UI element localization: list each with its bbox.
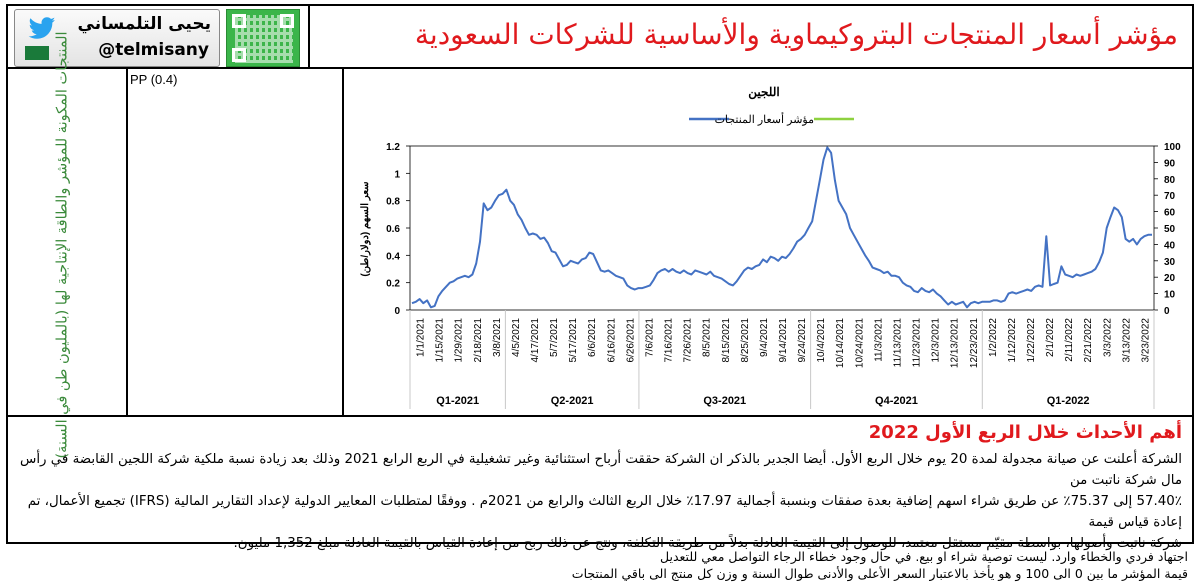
y2-tick-label: 0 (1164, 306, 1170, 317)
y-tick-label: 0.8 (386, 197, 400, 208)
y2-tick-label: 20 (1164, 273, 1176, 284)
quarter-label: Q3-2021 (703, 395, 746, 407)
events-line: 57.40٪ إلى 75.37٪ عن طريق شراء اسهم إضاف… (27, 494, 1182, 530)
header-divider (6, 67, 1194, 69)
x-tick-label: 11/23/2021 (912, 318, 923, 368)
x-tick-label: 2/21/2022 (1083, 318, 1094, 363)
x-tick-label: 9/4/2021 (759, 318, 770, 357)
x-tick-label: 9/14/2021 (778, 318, 789, 363)
quarter-label: Q2-2021 (551, 395, 594, 407)
quarter-label: Q4-2021 (875, 395, 918, 407)
x-tick-label: 1/2/2022 (988, 318, 999, 357)
y2-tick-label: 70 (1164, 191, 1176, 202)
events-title: أهم الأحداث خلال الربع الأول 2022 (868, 422, 1182, 443)
qr-corner (280, 14, 294, 28)
x-tick-label: 10/24/2021 (854, 318, 865, 368)
y-tick-label: 0.4 (386, 251, 400, 262)
x-tick-label: 9/24/2021 (797, 318, 808, 363)
flag-icon (25, 46, 49, 60)
x-tick-label: 7/26/2021 (683, 318, 694, 363)
legend-label-blue: مؤشر أسعار المنتجات (715, 112, 815, 126)
quarter-labels: Q1-2021 Q2-2021 Q3-2021 Q4-2021 Q1-2022 (409, 310, 1155, 409)
x-tick-label: 3/8/2021 (492, 318, 503, 357)
x-tick-label: 8/25/2021 (740, 318, 751, 363)
qr-corner (232, 14, 246, 28)
x-tick-label: 8/5/2021 (702, 318, 713, 357)
y2-tick-label: 10 (1164, 290, 1176, 301)
y-axis-ticks: 0 0.2 0.4 0.6 0.8 1 1.2 (386, 142, 410, 317)
y-tick-label: 0.6 (386, 224, 400, 235)
x-tick-label: 3/13/2022 (1121, 318, 1132, 363)
y-tick-label: 1.2 (386, 142, 400, 153)
column-divider-right (342, 67, 344, 417)
x-tick-label: 6/6/2021 (587, 318, 598, 357)
y2-tick-label: 50 (1164, 224, 1176, 235)
y2-tick-label: 40 (1164, 240, 1176, 251)
chart-title: اللجين (748, 85, 779, 100)
price-index-chart: اللجين مؤشر أسعار المنتجات سعر السهم (دو… (360, 85, 1181, 409)
x-tick-label: 12/3/2021 (931, 318, 942, 363)
y-tick-label: 0.2 (386, 279, 400, 290)
x-tick-label: 5/17/2021 (568, 318, 579, 363)
y2-tick-label: 100 (1164, 142, 1181, 153)
x-tick-label: 1/15/2021 (435, 318, 446, 363)
disclaimer: اجتهاد فردي والخطاء وارد. ليست توصية شرا… (660, 549, 1188, 564)
x-tick-label: 7/6/2021 (644, 318, 655, 357)
x-tick-label: 1/22/2022 (1026, 318, 1037, 363)
events-line: شركة ناتبت وأصولها، بواسطة مقيّم مستقل م… (233, 536, 1182, 551)
x-tick-label: 6/16/2021 (606, 318, 617, 363)
events-line: الشركة أعلنت عن صيانة مجدولة لمدة 20 يوم… (19, 452, 1182, 488)
x-tick-label: 10/14/2021 (835, 318, 846, 368)
product-list: PP (0.4) (130, 72, 178, 87)
x-tick-label: 5/7/2021 (549, 318, 560, 357)
x-tick-label: 7/16/2021 (664, 318, 675, 363)
qr-corner (232, 48, 246, 62)
y2-axis-ticks: 0 10 20 30 40 50 60 70 80 90 100 (1154, 142, 1181, 317)
x-tick-label: 10/4/2021 (816, 318, 827, 363)
quarter-label: Q1-2021 (436, 395, 479, 407)
y-tick-label: 1 (394, 169, 400, 180)
column-divider-left (126, 67, 128, 417)
y2-tick-label: 60 (1164, 208, 1176, 219)
author-logo: يحيى التلمساني @telmisany (14, 9, 220, 67)
x-tick-label: 4/17/2021 (530, 318, 541, 363)
legend: مؤشر أسعار المنتجات (689, 112, 854, 126)
x-tick-label: 1/1/2021 (416, 318, 427, 357)
y2-tick-label: 30 (1164, 257, 1176, 268)
x-tick-label: 3/23/2022 (1140, 318, 1151, 363)
qr-code-icon (226, 9, 300, 67)
quarter-label: Q1-2022 (1047, 395, 1090, 407)
author-handle: @telmisany (98, 40, 209, 60)
chart-divider (6, 415, 1194, 417)
page-frame (6, 4, 1194, 544)
events-body: الشركة أعلنت عن صيانة مجدولة لمدة 20 يوم… (18, 449, 1182, 554)
x-tick-label: 12/23/2021 (969, 318, 980, 368)
x-tick-label: 6/26/2021 (625, 318, 636, 363)
x-tick-label: 8/15/2021 (721, 318, 732, 363)
y2-tick-label: 90 (1164, 158, 1176, 169)
side-label-text: المنتجات المكونة للمؤشر والطاقة الإنتاجي… (55, 31, 72, 459)
x-tick-label: 1/29/2021 (454, 318, 465, 363)
header-column-divider (308, 4, 310, 68)
x-tick-label: 2/18/2021 (473, 318, 484, 363)
x-axis-ticks: 1/1/2021 1/15/2021 1/29/2021 2/18/2021 3/8/2… (416, 318, 1152, 368)
y-tick-label: 0 (394, 306, 400, 317)
x-tick-label: 2/11/2022 (1064, 318, 1075, 362)
x-tick-label: 4/5/2021 (511, 318, 522, 357)
y2-tick-label: 80 (1164, 175, 1176, 186)
x-tick-label: 12/13/2021 (950, 318, 961, 368)
side-label: المنتجات المكونة للمؤشر والطاقة الإنتاجي… (18, 31, 108, 458)
author-name: يحيى التلمساني (77, 14, 211, 34)
x-tick-label: 3/3/2022 (1102, 318, 1113, 357)
series-line-price-index (411, 146, 1152, 309)
page-title: مؤشر أسعار المنتجات البتروكيماوية والأسا… (414, 18, 1178, 51)
x-tick-label: 2/1/2022 (1045, 318, 1056, 357)
x-tick-label: 11/3/2021 (873, 318, 884, 362)
index-note: قيمة المؤشر ما بين 0 الى 100 و هو يأخذ ب… (571, 566, 1188, 581)
twitter-icon (27, 17, 57, 47)
x-tick-label: 11/13/2021 (892, 318, 903, 368)
x-tick-label: 1/12/2022 (1007, 318, 1018, 363)
y-axis-label: سعر السهم (دولار/طن) (360, 181, 371, 276)
